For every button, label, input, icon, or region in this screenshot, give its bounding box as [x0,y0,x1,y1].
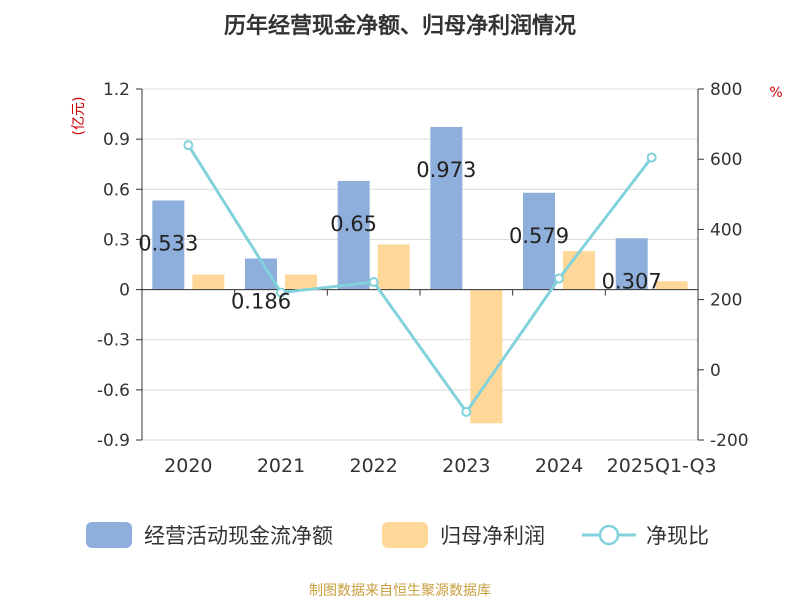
left-tick-label: 0 [119,281,130,301]
cash-flow-bar [430,126,463,290]
left-tick-label: 1.2 [103,80,130,100]
ratio-point [276,287,286,298]
cash-flow-data-label: 0.65 [330,212,377,236]
category-label: 2022 [349,455,397,477]
cash-flow-bar [152,200,185,290]
data-labels: 0.533 0.186 0.65 0.973 0.579 0.307 [138,158,661,314]
cash-flow-data-label: 0.186 [231,289,291,313]
right-axis-unit: % [769,85,782,101]
category-label: 2023 [442,455,490,477]
cash-flow-bar [337,180,370,290]
category-label: 2025Q1-Q3 [607,455,717,477]
category-label: 2024 [535,455,583,477]
ratio-point [646,152,657,163]
cash-flow-bar [615,238,648,290]
left-tick-label: -0.6 [97,381,130,401]
net-profit-bar [285,274,317,290]
left-tick-label: -0.3 [97,331,130,351]
net-profit-bar [655,281,688,290]
legend-marker-ratio [598,524,620,546]
right-tick-label: -200 [710,431,749,451]
right-tick-label: 600 [710,150,742,170]
legend[interactable]: 经营活动现金流净额 归母净利润 净现比 [86,522,709,548]
legend-label-net-profit: 归母净利润 [440,524,545,548]
cash-flow-data-label: 0.307 [602,269,662,293]
legend-swatch-net-profit [382,522,428,548]
ratio-point [183,140,194,151]
bars [152,126,688,424]
left-tick-label: 0.6 [103,180,130,200]
cash-flow-data-label: 0.579 [509,224,569,248]
left-tick-label: 0.9 [103,130,130,150]
ratio-line [183,140,657,417]
source-note: 制图数据来自恒生聚源数据库 [309,583,491,599]
left-tick-label: 0.3 [103,230,130,250]
net-profit-bar [377,244,410,290]
legend-label-cash-flow: 经营活动现金流净额 [144,524,333,548]
category-label: 2021 [257,455,305,477]
category-label: 2020 [164,455,212,477]
ratio-point [368,277,379,288]
cash-flow-bar [245,258,277,290]
cash-flow-data-label: 0.533 [138,231,198,255]
net-profit-bar [563,251,595,290]
ratio-point [554,273,564,284]
net-profit-bar [470,289,503,424]
chart-title: 历年经营现金净额、归母净利润情况 [224,13,576,39]
cash-flow-data-label: 0.973 [416,158,476,182]
tick-labels: 1.2 0.9 0.6 0.3 0 -0.3 -0.6 -0.9 800 600 400 200 0 -2… [97,80,749,477]
left-tick-label: -0.9 [97,431,130,451]
legend-label-ratio: 净现比 [646,524,709,548]
legend-swatch-cash-flow [86,522,132,548]
right-tick-label: 800 [710,80,742,100]
gridlines [142,88,698,441]
net-profit-bar [192,274,225,290]
axes [136,88,704,441]
ratio-point [461,406,472,417]
ratio-polyline [187,144,653,415]
left-axis-unit: (亿元) [71,97,87,136]
right-tick-label: 400 [710,220,742,240]
right-tick-label: 0 [710,361,721,381]
right-tick-label: 200 [710,291,742,311]
cash-flow-bar [523,192,555,290]
